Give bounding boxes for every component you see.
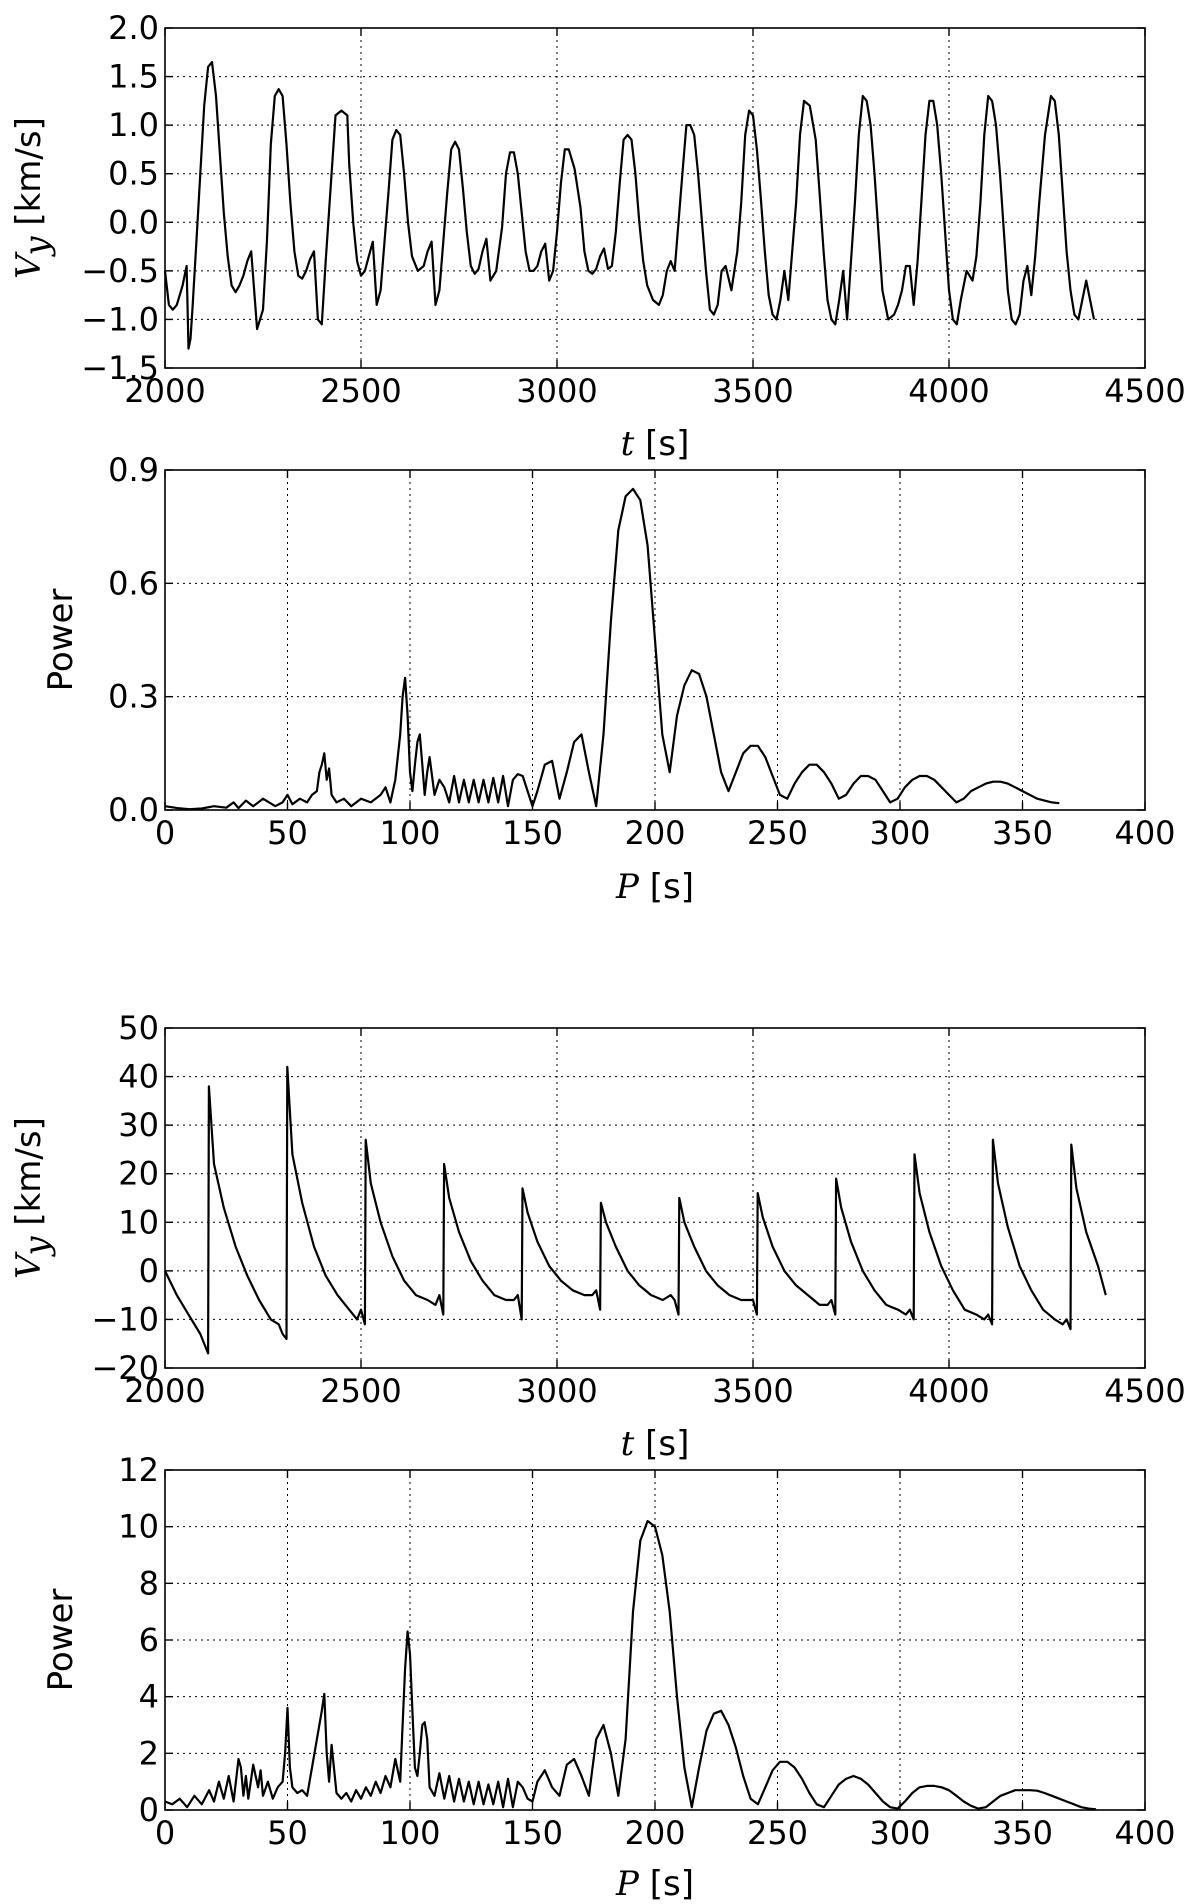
plot-frame xyxy=(164,1027,1146,1369)
x-tick-label: 250 xyxy=(747,814,808,852)
x-tick-label: 150 xyxy=(502,1814,563,1852)
x-tick-label: 2500 xyxy=(320,1372,401,1410)
y-tick-label: 12 xyxy=(118,1451,159,1489)
y-tick-label: 20 xyxy=(118,1155,159,1193)
x-tick-label: 100 xyxy=(379,814,440,852)
x-tick-label: 3000 xyxy=(516,1372,597,1410)
y-tick-label: 40 xyxy=(118,1058,159,1096)
x-tick-label: 0 xyxy=(155,814,175,852)
x-tick-label: 2500 xyxy=(320,372,401,410)
y-tick-label: 8 xyxy=(139,1564,159,1602)
x-tick-label: 3000 xyxy=(516,372,597,410)
velocity-plot-top: 2000 2500 3000 3500 4000 4500 −1.5 −1.0 −0.5 0.0 0… xyxy=(9,9,1186,464)
y-tick-label: −0.5 xyxy=(81,252,159,290)
y-tick-label: 4 xyxy=(139,1678,159,1716)
y-tick-label: −1.5 xyxy=(81,349,159,387)
velocity-plot-bottom: 2000 2500 3000 3500 4000 4500 −20 −10 0 10 20 30 40 5… xyxy=(9,1009,1186,1464)
plot-frame xyxy=(164,27,1146,369)
y-tick-label: −20 xyxy=(91,1349,159,1387)
x-tick-label: 100 xyxy=(379,1814,440,1852)
y-axis-label: Vy [km/s] xyxy=(9,1117,57,1279)
y-tick-label: 1.0 xyxy=(108,106,159,144)
y-axis-label: Power xyxy=(41,589,81,692)
y-tick-label: −10 xyxy=(91,1300,159,1338)
x-tick-label: 250 xyxy=(747,1814,808,1852)
y-tick-label: 6 xyxy=(139,1621,159,1659)
y-axis-label: Power xyxy=(41,1589,81,1692)
x-axis-label: P [s] xyxy=(615,1864,694,1904)
y-tick-label: 0 xyxy=(139,1252,159,1290)
x-tick-label: 4000 xyxy=(908,1372,989,1410)
x-tick-label: 350 xyxy=(992,1814,1053,1852)
power-spectrum-plot-bottom: 0 50 100 150 200 250 300 350 400 0 2 4 6 8 10 12 P [s] Po… xyxy=(41,1451,1176,1904)
x-tick-label: 50 xyxy=(267,1814,308,1852)
series-line xyxy=(164,1065,1107,1355)
x-tick-label: 200 xyxy=(624,814,685,852)
series-line xyxy=(163,60,1096,350)
y-tick-label: 10 xyxy=(118,1203,159,1241)
x-tick-label: 400 xyxy=(1114,814,1175,852)
x-tick-label: 50 xyxy=(267,814,308,852)
x-tick-label: 4000 xyxy=(908,372,989,410)
x-tick-label: 400 xyxy=(1114,1814,1175,1852)
y-tick-label: 0.5 xyxy=(108,155,159,193)
y-tick-label: 10 xyxy=(118,1508,159,1546)
x-tick-label: 300 xyxy=(869,1814,930,1852)
y-tick-label: 0.0 xyxy=(108,203,159,241)
x-tick-label: 2000 xyxy=(124,372,205,410)
x-axis-label: t [s] xyxy=(621,424,690,464)
x-tick-label: 3500 xyxy=(712,372,793,410)
x-tick-label: 150 xyxy=(502,814,563,852)
x-axis-label: t [s] xyxy=(621,1424,690,1464)
y-tick-label: 0.6 xyxy=(108,564,159,602)
x-tick-label: 200 xyxy=(624,1814,685,1852)
x-tick-label: 300 xyxy=(869,814,930,852)
y-tick-label: 2 xyxy=(139,1734,159,1772)
x-tick-label: 4500 xyxy=(1104,372,1185,410)
x-tick-label: 4500 xyxy=(1104,1372,1185,1410)
x-tick-label: 350 xyxy=(992,814,1053,852)
x-axis-label: P [s] xyxy=(615,867,694,907)
power-spectrum-plot-top: 0 50 100 150 200 250 300 350 400 0.0 0.3 0.6 0.9 P [s… xyxy=(41,451,1176,907)
series-line xyxy=(164,1519,1097,1811)
y-tick-label: −1.0 xyxy=(81,300,159,338)
y-tick-label: 0.9 xyxy=(108,451,159,489)
y-tick-label: 0.3 xyxy=(108,678,159,716)
y-tick-label: 2.0 xyxy=(108,9,159,47)
y-tick-label: 0 xyxy=(139,1791,159,1829)
y-tick-label: 0.0 xyxy=(108,791,159,829)
y-tick-label: 1.5 xyxy=(108,58,159,96)
series-line xyxy=(164,487,1060,811)
x-tick-label: 0 xyxy=(155,1814,175,1852)
x-tick-label: 3500 xyxy=(712,1372,793,1410)
x-tick-label: 2000 xyxy=(124,1372,205,1410)
y-tick-label: 30 xyxy=(118,1106,159,1144)
y-tick-label: 50 xyxy=(118,1009,159,1047)
